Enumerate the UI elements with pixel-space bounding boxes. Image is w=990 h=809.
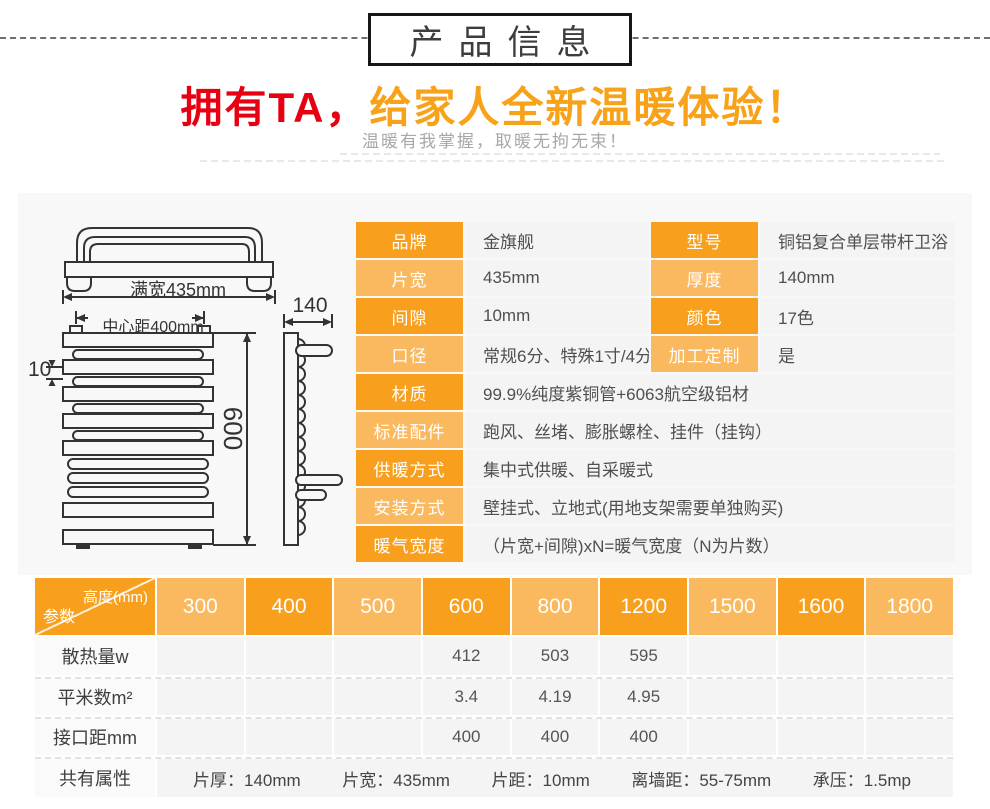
header-cell-1200: 1200 xyxy=(600,578,687,635)
cell xyxy=(245,679,333,715)
cell xyxy=(688,679,776,715)
spec-pairs-grid: 品牌 金旗舰 型号 铜铝复合单层带杆卫浴 片宽 435mm 厚度 140mm 间… xyxy=(356,222,957,372)
spec-value-thickness: 140mm xyxy=(760,260,955,296)
row-port-distance: 接口距mm 400 400 400 xyxy=(35,717,953,755)
header-corner-cell: 高度(mm) 参数 xyxy=(35,578,155,635)
cell xyxy=(777,637,865,675)
cell xyxy=(688,637,776,675)
dim-label-center-distance: 中心距400mm xyxy=(102,319,204,336)
spec-value-brand: 金旗舰 xyxy=(465,222,649,258)
spec-value-color: 17色 xyxy=(760,298,955,334)
spec-value-model: 铜铝复合单层带杆卫浴 xyxy=(760,222,955,258)
watermark-line xyxy=(200,160,945,162)
spec-value-caliber: 常规6分、特殊1寸/4分 xyxy=(465,336,649,372)
cell: 4.19 xyxy=(511,679,599,715)
cell: 3.4 xyxy=(422,679,510,715)
cell xyxy=(688,719,776,755)
dim-label-gap: 10 xyxy=(28,358,52,381)
shared-item-fin-width: 片宽：435mm xyxy=(342,770,450,790)
spec-label-caliber: 口径 xyxy=(356,336,463,372)
cell xyxy=(157,679,244,715)
cell xyxy=(866,637,953,675)
header-cell-1600: 1600 xyxy=(777,578,865,635)
header-cell-600: 600 xyxy=(422,578,510,635)
spec-label-customization: 加工定制 xyxy=(651,336,758,372)
spec-label-thickness: 厚度 xyxy=(651,260,758,296)
shared-item-fin-thickness: 片厚：140mm xyxy=(193,770,301,790)
spec-value-install-mode: 壁挂式、立地式(用地支架需要单独购买) xyxy=(465,488,955,524)
spec-full-grid: 材质 99.9%纯度紫铜管+6063航空级铝材 标准配件 跑风、丝堵、膨胀螺栓、… xyxy=(356,374,957,562)
spec-value-accessories: 跑风、丝堵、膨胀螺栓、挂件（挂钩） xyxy=(465,412,955,448)
cell: 595 xyxy=(600,637,687,675)
shared-item-wall-distance: 离墙距：55-75mm xyxy=(631,770,772,790)
cell: 412 xyxy=(422,637,510,675)
cell xyxy=(245,719,333,755)
cell xyxy=(245,637,333,675)
dim-label-depth: 140 xyxy=(292,294,328,317)
spec-label-heating-mode: 供暖方式 xyxy=(356,450,463,486)
dim-label-height: 600 xyxy=(218,406,249,451)
header-cell-1500: 1500 xyxy=(688,578,776,635)
spec-value-gap: 10mm xyxy=(465,298,649,334)
spec-label-model: 型号 xyxy=(651,222,758,258)
cell: 503 xyxy=(511,637,599,675)
cell xyxy=(334,719,421,755)
corner-label-param: 参数 xyxy=(43,609,76,626)
cell: 4.95 xyxy=(600,679,687,715)
spec-value-radiator-width: （片宽+间隙)xN=暖气宽度（N为片数） xyxy=(465,526,955,562)
cell: 400 xyxy=(600,719,687,755)
cell: 400 xyxy=(422,719,510,755)
header-cell-800: 800 xyxy=(511,578,599,635)
cell xyxy=(777,719,865,755)
product-diagram xyxy=(46,227,343,549)
cell xyxy=(334,637,421,675)
row-heat-output: 散热量w 412 503 595 xyxy=(35,637,953,675)
row-area-per-fin: 平米数m² 3.4 4.19 4.95 xyxy=(35,677,953,715)
cell xyxy=(334,679,421,715)
headline: 拥有TA，给家人全新温暖体验！ xyxy=(0,74,990,135)
spec-label-color: 颜色 xyxy=(651,298,758,334)
headline-orange: 给家人全新温暖体验！ xyxy=(369,84,810,131)
subtitle: 温暖有我掌握，取暖无拘无束！ xyxy=(362,132,628,151)
shared-attributes: 片厚：140mm 片宽：435mm 片距：10mm 离墙距：55-75mm 承压… xyxy=(157,759,953,797)
row-shared-attributes: 共有属性 片厚：140mm 片宽：435mm 片距：10mm 离墙距：55-75… xyxy=(35,757,953,797)
dim-label-full-width: 满宽435mm xyxy=(129,280,227,300)
spec-label-gap: 间隙 xyxy=(356,298,463,334)
spec-value-width: 435mm xyxy=(465,260,649,296)
cell xyxy=(157,719,244,755)
spec-value-customization: 是 xyxy=(760,336,955,372)
cell xyxy=(866,719,953,755)
spec-label-width: 片宽 xyxy=(356,260,463,296)
spec-label-accessories: 标准配件 xyxy=(356,412,463,448)
shared-item-fin-spacing: 片距：10mm xyxy=(491,770,590,790)
shared-item-pressure: 承压：1.5mp xyxy=(812,770,911,790)
spec-value-heating-mode: 集中式供暖、自采暖式 xyxy=(465,450,955,486)
row-label: 散热量w xyxy=(35,637,155,675)
spec-value-material: 99.9%纯度紫铜管+6063航空级铝材 xyxy=(465,374,955,410)
row-label: 接口距mm xyxy=(35,719,155,755)
header-cell-400: 400 xyxy=(245,578,333,635)
header-cell-1800: 1800 xyxy=(866,578,953,635)
cell xyxy=(777,679,865,715)
spec-label-brand: 品牌 xyxy=(356,222,463,258)
watermark-line xyxy=(340,153,940,155)
parameter-table: 高度(mm) 参数 300 400 500 600 800 1200 1500 … xyxy=(35,578,953,797)
cell: 400 xyxy=(511,719,599,755)
product-info-card: 满宽435mm 中心距400mm 10 600 140 品牌 金旗舰 型号 铜铝… xyxy=(18,193,972,575)
header-cell-300: 300 xyxy=(157,578,244,635)
header-cell-500: 500 xyxy=(334,578,421,635)
cell xyxy=(866,679,953,715)
page-title: 产品信息 xyxy=(368,13,632,66)
parameter-table-header: 高度(mm) 参数 300 400 500 600 800 1200 1500 … xyxy=(35,578,953,635)
spec-label-install-mode: 安装方式 xyxy=(356,488,463,524)
spec-label-radiator-width: 暖气宽度 xyxy=(356,526,463,562)
spec-table: 品牌 金旗舰 型号 铜铝复合单层带杆卫浴 片宽 435mm 厚度 140mm 间… xyxy=(356,222,957,562)
corner-label-height: 高度(mm) xyxy=(83,589,148,606)
cell xyxy=(157,637,244,675)
spec-label-material: 材质 xyxy=(356,374,463,410)
headline-red: 拥有TA， xyxy=(180,84,370,131)
row-label: 共有属性 xyxy=(35,759,155,797)
row-label: 平米数m² xyxy=(35,679,155,715)
